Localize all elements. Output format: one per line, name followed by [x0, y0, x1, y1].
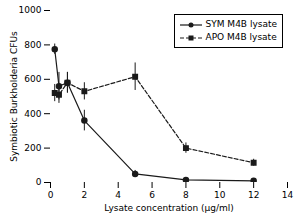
svg-text:2: 2: [81, 190, 87, 200]
html-text:APO M4B lysate: APO M4B lysate: [205, 32, 277, 42]
html-text:SYM M4B lysate: SYM M4B lysate: [205, 19, 277, 29]
svg-text:600: 600: [24, 74, 41, 84]
svg-text:0: 0: [48, 190, 54, 200]
svg-text:6: 6: [149, 190, 155, 200]
svg-text:Lysate concentration (μg/ml): Lysate concentration (μg/ml): [104, 203, 234, 213]
svg-text:4: 4: [115, 190, 121, 200]
svg-text:0: 0: [36, 177, 42, 187]
svg-text:800: 800: [24, 40, 41, 50]
svg-text:12: 12: [248, 190, 259, 200]
svg-text:Symbiotic Burkholderia CFUs: Symbiotic Burkholderia CFUs: [9, 31, 19, 162]
svg-text:14: 14: [282, 190, 294, 200]
svg-text:1000: 1000: [19, 5, 42, 15]
svg-text:400: 400: [24, 109, 41, 119]
svg-text:10: 10: [214, 190, 226, 200]
svg-text:8: 8: [183, 190, 189, 200]
svg-text:200: 200: [24, 143, 41, 153]
